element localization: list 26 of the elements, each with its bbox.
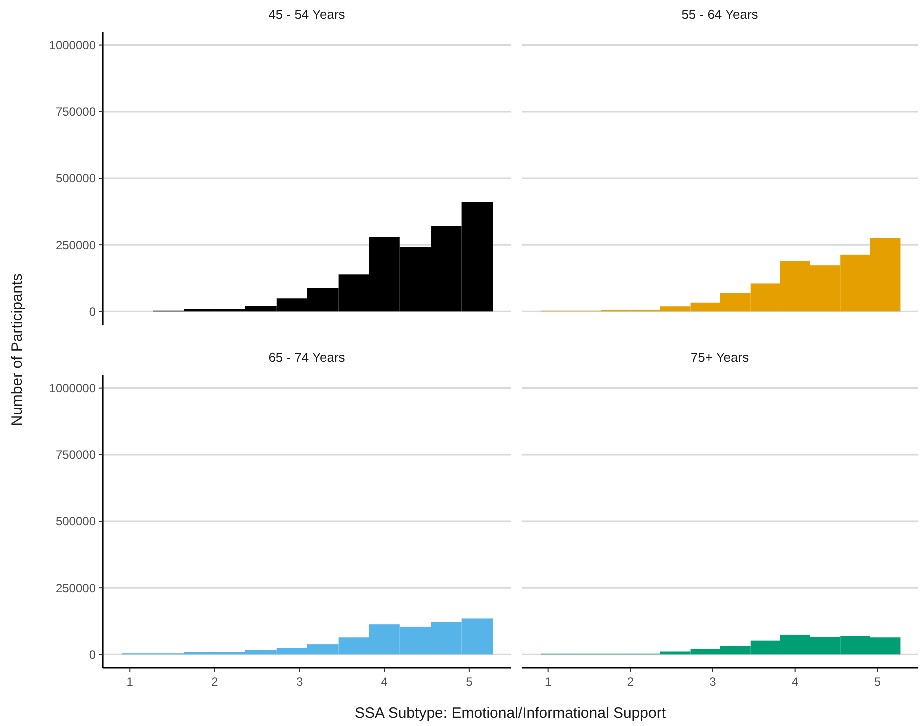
- y-tick-label: 500000: [56, 172, 96, 186]
- x-tick-label: 1: [545, 675, 552, 689]
- x-tick-label: 5: [874, 675, 882, 689]
- y-tick-label: 0: [89, 304, 96, 319]
- x-tick-label: 3: [296, 675, 304, 689]
- x-tick-label: 2: [627, 675, 634, 689]
- x-tick-label: 5: [466, 675, 474, 689]
- y-axis-title: Number of Participants: [9, 274, 26, 426]
- x-tick-label: 4: [381, 675, 388, 689]
- y-tick-label: 1000000: [49, 38, 96, 53]
- y-tick-label: 750000: [56, 105, 96, 120]
- y-tick-label: 1000000: [49, 382, 96, 396]
- chart-title: 75+ Years: [690, 350, 750, 365]
- x-tick-label: 2: [212, 675, 219, 689]
- x-tick-label: 1: [126, 675, 134, 689]
- chart-title: 65 - 74 Years: [268, 350, 346, 365]
- y-tick-label: 500000: [56, 514, 96, 529]
- chart-title: 55 - 64 Years: [682, 7, 759, 22]
- x-axis-title: SSA Subtype: Emotional/Informational Support: [354, 705, 667, 722]
- y-tick-label: 0: [89, 648, 96, 662]
- y-tick-label: 250000: [56, 238, 96, 252]
- x-tick-label: 4: [792, 675, 799, 689]
- x-tick-label: 3: [710, 675, 717, 689]
- y-tick-label: 750000: [56, 448, 96, 462]
- chart-title: 45 - 54 Years: [268, 7, 346, 22]
- y-tick-label: 250000: [56, 581, 96, 596]
